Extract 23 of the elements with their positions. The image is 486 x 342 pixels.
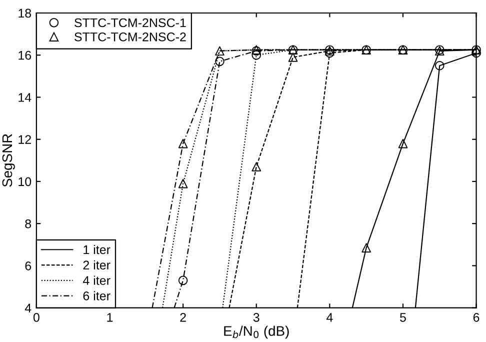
x-tick-label: 5 (400, 313, 406, 322)
y-axis-title: SegSNR (2, 134, 15, 187)
y-tick-label: 10 (18, 177, 32, 186)
y-tick-label: 8 (25, 219, 32, 228)
x-tick-label: 4 (326, 313, 333, 322)
x-axis-title: E$_{b}$/N$_{0}$ (dB) (224, 326, 289, 339)
legend-label: STTC-TCM-2NSC-2 (74, 32, 186, 42)
legend-label: 4 iter (82, 276, 110, 285)
legend-label: 1 iter (84, 244, 110, 254)
x-tick-label: 1 (107, 313, 113, 322)
x-tick-label: 3 (253, 312, 260, 322)
x-tick-label: 0 (33, 312, 40, 322)
y-tick-label: 14 (18, 93, 32, 102)
y-tick-label: 16 (18, 50, 32, 60)
x-tick-label: 2 (180, 312, 186, 322)
y-tick-label: 18 (18, 8, 32, 18)
legend-label: STTC-TCM-2NSC-1 (74, 18, 186, 28)
legend-label: 2 iter (83, 260, 110, 270)
legend-label: 6 iter (83, 291, 110, 300)
y-tick-label: 4 (24, 304, 32, 312)
y-tick-label: 12 (18, 135, 31, 144)
y-tick-label: 6 (25, 261, 32, 270)
x-tick-label: 6 (473, 312, 480, 322)
